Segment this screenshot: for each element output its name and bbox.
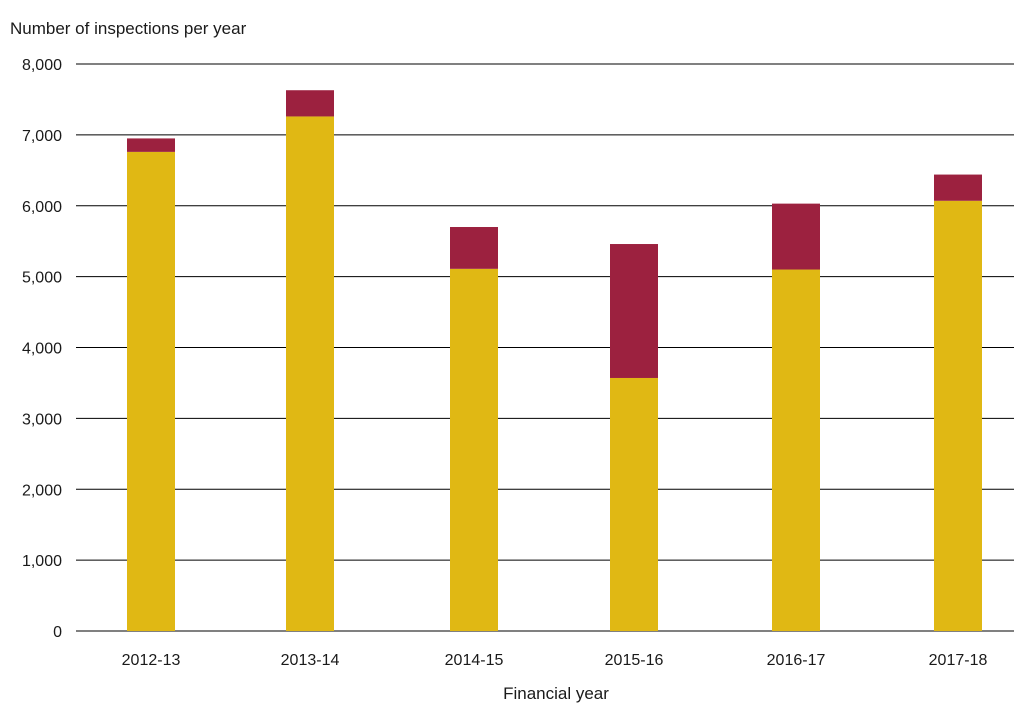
x-tick-label: 2014-15 xyxy=(445,652,504,669)
bar-segment-upper xyxy=(934,174,982,201)
x-tick-label: 2015-16 xyxy=(605,652,664,669)
y-tick-label: 4,000 xyxy=(22,341,62,358)
y-tick-label: 5,000 xyxy=(22,270,62,287)
x-tick-label: 2012-13 xyxy=(122,652,181,669)
gridlines xyxy=(76,63,1014,632)
x-tick-labels: 2012-13 2013-14 2014-15 2015-16 2016-17 2017-… xyxy=(122,652,988,669)
y-tick-label: 3,000 xyxy=(22,411,62,428)
y-tick-label: 8,000 xyxy=(22,57,62,74)
bar-segment-lower xyxy=(610,377,658,631)
bar-segment-upper xyxy=(127,138,175,152)
y-axis-label: Number of inspections per year xyxy=(10,19,247,38)
bar-segment-upper xyxy=(610,244,658,378)
x-axis-label: Financial year xyxy=(503,684,609,703)
bar-segment-lower xyxy=(450,268,498,631)
bar-segment-lower xyxy=(127,151,175,631)
y-tick-label: 2,000 xyxy=(22,482,62,499)
bar-segment-upper xyxy=(450,227,498,269)
bar-segment-lower xyxy=(772,269,820,631)
x-tick-label: 2013-14 xyxy=(281,652,340,669)
bar-segment-upper xyxy=(772,203,820,270)
y-tick-label: 0 xyxy=(53,624,62,641)
x-tick-label: 2016-17 xyxy=(767,652,826,669)
x-tick-label: 2017-18 xyxy=(929,652,988,669)
y-tick-label: 6,000 xyxy=(22,199,62,216)
bars xyxy=(127,90,982,631)
bar-segment-lower xyxy=(934,200,982,631)
bar-segment-lower xyxy=(286,116,334,631)
y-tick-label: 1,000 xyxy=(22,553,62,570)
bar-segment-upper xyxy=(286,90,334,117)
y-tick-label: 7,000 xyxy=(22,128,62,145)
y-tick-labels: 0 1,000 2,000 3,000 4,000 5,000 6,000 7,000 8,00… xyxy=(22,57,62,641)
